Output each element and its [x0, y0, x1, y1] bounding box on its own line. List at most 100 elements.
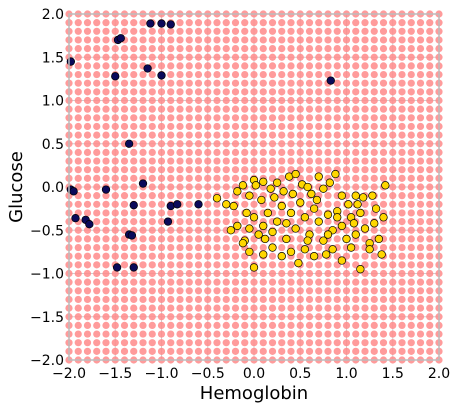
data-point-class-0 — [69, 187, 78, 196]
background-point — [176, 192, 184, 200]
background-point — [305, 53, 314, 61]
background-point — [185, 96, 193, 105]
background-point — [342, 347, 351, 355]
background-point — [407, 53, 415, 61]
background-point — [379, 192, 388, 200]
background-point — [148, 53, 156, 61]
background-point — [185, 347, 193, 355]
background-point — [194, 140, 203, 148]
background-point — [305, 269, 314, 278]
background-point — [176, 287, 184, 295]
background-point — [241, 339, 249, 347]
background-point — [213, 252, 221, 260]
background-point — [157, 261, 166, 269]
background-point — [74, 347, 82, 355]
background-point — [287, 62, 295, 70]
data-point-class-1 — [381, 181, 390, 190]
background-point — [102, 321, 110, 329]
background-point — [398, 174, 406, 182]
background-point — [305, 174, 314, 182]
background-point — [370, 88, 378, 96]
background-point — [379, 105, 388, 113]
background-point — [324, 19, 332, 27]
background-point — [333, 114, 341, 122]
background-point — [287, 96, 295, 105]
background-point — [139, 140, 147, 148]
background-point — [268, 295, 277, 304]
background-point — [74, 252, 82, 260]
background-point — [296, 295, 304, 304]
data-point-class-0 — [157, 19, 166, 28]
data-point-class-0 — [143, 64, 152, 73]
background-point — [194, 209, 203, 217]
background-point — [111, 105, 119, 113]
background-point — [370, 261, 378, 269]
background-point — [342, 304, 351, 312]
background-point — [296, 192, 304, 200]
background-point — [389, 269, 397, 278]
x-axis-ticks: −2.0 −1.5 −1.0 −0.5 0.0 0.5 1.0 1.5 2.0 — [52, 366, 450, 382]
background-point — [398, 261, 406, 269]
background-point — [407, 183, 415, 191]
background-point — [222, 122, 230, 131]
background-point — [333, 53, 341, 61]
background-point — [296, 53, 304, 61]
background-point — [259, 105, 267, 113]
data-point-class-1 — [337, 191, 347, 200]
background-point — [416, 166, 425, 174]
background-point — [194, 88, 203, 96]
background-point — [278, 295, 286, 304]
background-point — [250, 278, 258, 286]
background-point — [305, 45, 314, 53]
background-point — [120, 218, 129, 226]
background-point — [194, 330, 203, 338]
background-point — [278, 45, 286, 53]
background-point — [222, 192, 230, 200]
background-point — [74, 53, 82, 61]
background-point — [176, 166, 184, 174]
background-point — [130, 347, 138, 355]
background-point — [213, 347, 221, 355]
background-point — [324, 261, 332, 269]
background-point — [268, 131, 277, 139]
background-point — [296, 278, 304, 286]
background-point — [74, 200, 82, 208]
background-point — [93, 131, 101, 139]
background-point — [111, 269, 119, 278]
background-point — [287, 304, 295, 312]
background-point — [268, 278, 277, 286]
background-point — [204, 243, 212, 252]
background-point — [324, 131, 332, 139]
background-point — [278, 278, 286, 286]
background-point — [83, 226, 92, 234]
background-point — [287, 36, 295, 44]
data-point-class-1 — [351, 191, 360, 200]
background-point — [278, 62, 286, 70]
background-point — [111, 174, 119, 182]
background-point — [194, 183, 203, 191]
background-point — [148, 261, 156, 269]
background-point — [176, 330, 184, 338]
background-point — [93, 218, 101, 226]
background-point — [102, 122, 110, 131]
background-point — [361, 79, 369, 87]
data-point-class-1 — [359, 193, 368, 202]
background-point — [185, 192, 193, 200]
background-point — [231, 36, 240, 44]
background-point — [407, 45, 415, 53]
background-point — [222, 252, 230, 260]
background-point — [305, 347, 314, 355]
background-point — [398, 200, 406, 208]
background-point — [102, 140, 110, 148]
background-point — [120, 157, 129, 165]
background-point — [361, 330, 369, 338]
background-point — [416, 53, 425, 61]
background-point — [268, 166, 277, 174]
background-point — [342, 79, 351, 87]
background-point — [176, 313, 184, 321]
background-point — [315, 243, 323, 252]
background-point — [213, 122, 221, 131]
data-point-class-1 — [303, 182, 312, 192]
background-point — [148, 243, 156, 252]
background-point — [111, 19, 119, 27]
